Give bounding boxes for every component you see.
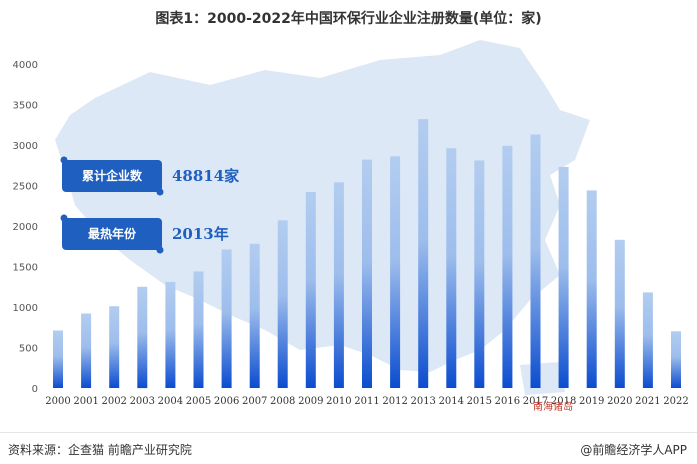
chart-title: 图表1：2000-2022年中国环保行业企业注册数量(单位：家) bbox=[155, 11, 542, 27]
x-tick-label-2015: 2015 bbox=[467, 396, 492, 407]
x-tick-label-2007: 2007 bbox=[242, 396, 267, 407]
x-tick-label-2011: 2011 bbox=[354, 396, 379, 407]
bar-2000 bbox=[53, 330, 63, 388]
bar-2017 bbox=[530, 134, 541, 388]
x-tick-label-2012: 2012 bbox=[382, 396, 407, 407]
y-tick-label-0: 0 bbox=[32, 384, 38, 395]
bar-2021 bbox=[642, 292, 653, 388]
x-tick-label-2021: 2021 bbox=[635, 396, 660, 407]
x-tick-label-2000: 2000 bbox=[45, 396, 70, 407]
x-tick-label-2017: 2017 bbox=[523, 396, 548, 407]
bar-2008 bbox=[277, 220, 288, 388]
y-tick-label-4: 2000 bbox=[13, 222, 38, 233]
bar-2013 bbox=[418, 119, 429, 388]
source-note: 资料来源：企查猫 前瞻产业研究院 bbox=[8, 443, 192, 457]
bar-2002 bbox=[109, 306, 120, 388]
callout-peak-year: 最热年份 2013年 bbox=[60, 214, 229, 254]
x-tick-label-2016: 2016 bbox=[495, 396, 520, 407]
callout-total-label: 累计企业数 bbox=[82, 168, 143, 183]
y-tick-label-8: 4000 bbox=[13, 60, 38, 71]
x-tick-label-2009: 2009 bbox=[298, 396, 323, 407]
x-tick-label-2019: 2019 bbox=[579, 396, 604, 407]
y-tick-label-7: 3500 bbox=[13, 101, 38, 112]
bar-2010 bbox=[333, 182, 344, 388]
bar-2015 bbox=[474, 160, 485, 388]
callout-peak-label: 最热年份 bbox=[88, 226, 137, 241]
x-tick-label-2022: 2022 bbox=[663, 396, 688, 407]
bar-2003 bbox=[137, 286, 148, 389]
bar-2022 bbox=[671, 331, 681, 388]
bar-2011 bbox=[362, 159, 372, 388]
bar-2016 bbox=[502, 145, 513, 388]
bar-2001 bbox=[81, 313, 92, 388]
bar-2018 bbox=[558, 166, 569, 388]
bar-2006 bbox=[221, 249, 232, 388]
y-tick-label-5: 2500 bbox=[13, 182, 38, 193]
bar-2009 bbox=[305, 192, 316, 388]
y-tick-label-2: 1000 bbox=[13, 303, 38, 314]
x-tick-label-2010: 2010 bbox=[326, 396, 351, 407]
x-tick-label-2002: 2002 bbox=[101, 396, 126, 407]
x-tick-label-2001: 2001 bbox=[73, 396, 98, 407]
bar-2004 bbox=[165, 281, 176, 388]
bar-2007 bbox=[249, 243, 260, 388]
bar-2012 bbox=[390, 156, 401, 388]
x-tick-label-2020: 2020 bbox=[607, 396, 632, 407]
map-inset-islands bbox=[520, 362, 565, 395]
callout-total-companies: 累计企业数 48814家 bbox=[60, 156, 239, 196]
x-tick-label-2018: 2018 bbox=[551, 396, 576, 407]
brand-watermark: @前瞻经济学人APP bbox=[580, 443, 687, 457]
y-tick-label-3: 1500 bbox=[13, 263, 38, 274]
callout-total-value: 48814家 bbox=[172, 167, 239, 185]
bar-2020 bbox=[614, 239, 625, 388]
x-tick-label-2005: 2005 bbox=[186, 396, 211, 407]
callout-peak-value: 2013年 bbox=[172, 225, 229, 243]
y-tick-label-1: 500 bbox=[19, 344, 38, 355]
bar-2014 bbox=[446, 148, 457, 388]
y-tick-label-6: 3000 bbox=[13, 141, 38, 152]
x-tick-label-2014: 2014 bbox=[439, 396, 464, 407]
x-tick-label-2003: 2003 bbox=[130, 396, 155, 407]
x-tick-label-2004: 2004 bbox=[158, 396, 183, 407]
map-note: 南海诸岛 bbox=[533, 400, 573, 413]
bar-2005 bbox=[193, 271, 204, 388]
bar-2019 bbox=[586, 190, 597, 388]
x-tick-label-2008: 2008 bbox=[270, 396, 295, 407]
x-tick-label-2013: 2013 bbox=[410, 396, 435, 407]
footer-divider bbox=[0, 432, 697, 433]
x-tick-label-2006: 2006 bbox=[214, 396, 239, 407]
